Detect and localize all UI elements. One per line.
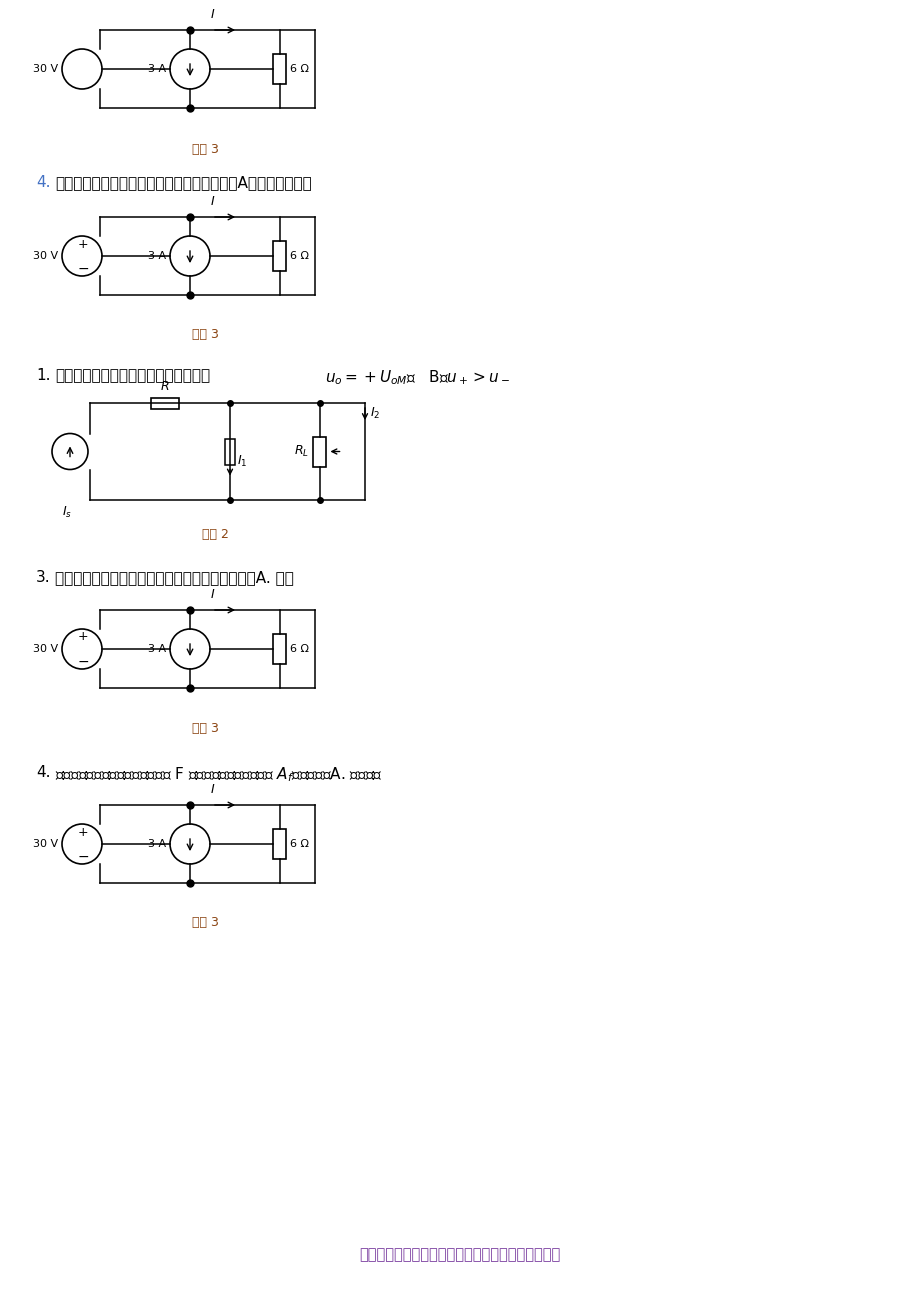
Text: −: −: [77, 655, 89, 669]
Text: +: +: [77, 237, 88, 250]
Text: −: −: [77, 850, 89, 865]
Text: 3 A: 3 A: [148, 838, 165, 849]
Text: 30 V: 30 V: [33, 644, 58, 654]
Text: 30 V: 30 V: [33, 251, 58, 260]
Text: $I_s$: $I_s$: [62, 505, 72, 519]
Text: $I$: $I$: [210, 8, 215, 21]
Text: 射极输出器的输出电阻小，说明该电路（）。A、带负载能力强: 射极输出器的输出电阻小，说明该电路（）。A、带负载能力强: [55, 174, 312, 190]
Text: $R$: $R$: [160, 379, 170, 392]
Bar: [313, 436, 326, 466]
Text: 放大电路引入电压串联负反馈，其输入电阻（）。A. 增大: 放大电路引入电压串联负反馈，其输入电阻（）。A. 增大: [55, 570, 293, 585]
Bar: [151, 397, 179, 409]
Text: 集成运放工作在非线性区，当（）时，: 集成运放工作在非线性区，当（）时，: [55, 368, 210, 383]
Text: 在深度负反馈电路中，若反馈系数 F 减小一倍，闭环放大倍数 $A_f$将近（）。A. 增大一倍: 在深度负反馈电路中，若反馈系数 F 减小一倍，闭环放大倍数 $A_f$将近（）。…: [55, 766, 382, 784]
Text: 6 Ω: 6 Ω: [290, 251, 309, 260]
Text: 6 Ω: 6 Ω: [290, 838, 309, 849]
Text: 1.: 1.: [36, 368, 51, 383]
Text: $R_L$: $R_L$: [294, 444, 309, 460]
Text: 3 A: 3 A: [148, 644, 165, 654]
Bar: [225, 439, 234, 465]
Text: 30 V: 30 V: [33, 838, 58, 849]
Text: 题图 3: 题图 3: [191, 328, 218, 341]
Text: $I$: $I$: [210, 589, 215, 602]
Bar: [273, 241, 286, 271]
Bar: [273, 634, 286, 664]
Text: 3.: 3.: [36, 570, 51, 585]
Text: $I$: $I$: [210, 783, 215, 796]
Text: $I_2$: $I_2$: [369, 405, 380, 421]
Text: 题图 3: 题图 3: [191, 143, 218, 156]
Text: 请浏览后下载，资料供参考，期待您的好评与关注！: 请浏览后下载，资料供参考，期待您的好评与关注！: [359, 1247, 560, 1263]
Bar: [273, 53, 286, 85]
Text: 6 Ω: 6 Ω: [290, 644, 309, 654]
Text: 题图 3: 题图 3: [191, 723, 218, 736]
Text: 6 Ω: 6 Ω: [290, 64, 309, 74]
Text: $I$: $I$: [210, 195, 215, 208]
Text: 题图 3: 题图 3: [191, 917, 218, 930]
Bar: [273, 829, 286, 859]
Text: +: +: [77, 630, 88, 643]
Text: 3 A: 3 A: [148, 251, 165, 260]
Text: $I_1$: $I_1$: [237, 454, 247, 469]
Text: +: +: [77, 825, 88, 838]
Text: 3 A: 3 A: [148, 64, 165, 74]
Text: 题图 2: 题图 2: [201, 529, 228, 542]
Text: 4.: 4.: [36, 766, 51, 780]
Text: −: −: [77, 262, 89, 276]
Text: 4.: 4.: [36, 174, 51, 190]
Text: 30 V: 30 V: [33, 64, 58, 74]
Text: $u_o=+U_{oM}$。   B、$u_+>u_-$: $u_o=+U_{oM}$。 B、$u_+>u_-$: [324, 368, 510, 387]
